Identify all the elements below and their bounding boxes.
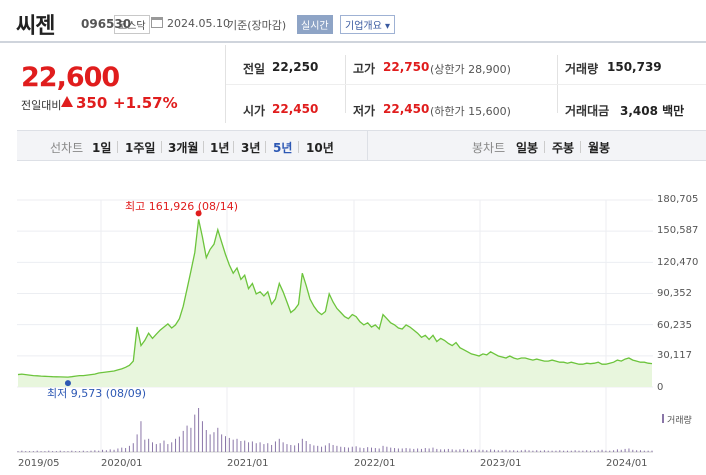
tab-daily[interactable]: 일봉 [516,141,539,155]
y-tick-label: 0 [657,382,664,393]
x-tick-label: 2020/01 [101,458,143,469]
y-tick-label: 150,587 [657,225,699,236]
open-label: 시가 [243,104,266,118]
tab-1d[interactable]: 1일 [92,141,112,155]
candle-chart-label: 봉차트 [472,141,506,155]
tab-monthly[interactable]: 월봉 [588,141,611,155]
y-tick-label: 30,117 [657,350,692,361]
high-value: 22,750 [383,60,430,74]
tab-separator [544,141,545,153]
y-tick-label: 120,470 [657,257,699,268]
calendar-icon [151,17,163,28]
price-chart[interactable] [17,190,653,460]
quote-basis: 기준(장마감) [227,19,287,32]
high-label: 고가 [353,62,376,76]
tab-group-divider [367,131,368,160]
tab-1w[interactable]: 1주일 [125,141,156,155]
realtime-button[interactable]: 실시간 [297,15,333,34]
x-tick-label: 2022/01 [354,458,396,469]
x-tick-label: 2024/01 [606,458,648,469]
tab-separator [265,141,266,153]
quote-date: 2024.05.10 [167,17,230,30]
volume-legend-marker [662,414,664,423]
line-chart-label: 선차트 [50,141,84,155]
tab-separator [161,141,162,153]
low-label: 저가 [353,104,376,118]
current-price: 22,600 [21,62,120,93]
tab-3m[interactable]: 3개월 [168,141,199,155]
tab-10y[interactable]: 10년 [306,141,334,155]
stats-divider [226,84,706,85]
tab-separator [580,141,581,153]
price-series-line [17,219,653,378]
y-tick-label: 60,235 [657,320,692,331]
trade-amount-label: 거래대금 [565,104,610,118]
prev-close-label: 전일 [243,62,266,76]
tab-separator [117,141,118,153]
stock-name: 씨젠 [16,14,55,39]
stock-header [0,0,706,43]
low-value: 22,450 [383,102,430,116]
tab-separator [203,141,204,153]
trade-amount-value: 3,408 백만 [620,104,685,118]
open-value: 22,450 [272,102,319,116]
upper-limit: (상한가 28,900) [430,63,511,76]
up-arrow-icon [61,96,73,107]
tab-5y[interactable]: 5년 [273,141,293,155]
volume-label: 거래량 [565,62,599,76]
y-tick-label: 180,705 [657,194,699,205]
stock-code: 096530 [81,17,132,31]
x-tick-label: 2021/01 [227,458,269,469]
price-change: 350 [76,94,108,112]
lower-limit: (하한가 15,600) [430,105,511,118]
high-annotation: 최고 161,926 (08/14) [125,200,239,213]
tab-separator [233,141,234,153]
market-badge: 코스닥 [114,15,150,34]
company-overview-dropdown[interactable]: 기업개요 ▾ [340,15,395,34]
price-change-rate: +1.57% [113,94,178,112]
prev-close-value: 22,250 [272,60,319,74]
x-tick-label: 2023/01 [480,458,522,469]
change-label: 전일대비 [21,99,62,112]
x-tick-label: 2019/05 [18,458,60,469]
price-panel [0,45,226,123]
volume-value: 150,739 [607,60,662,74]
volume-legend: 거래량 [667,416,692,426]
tab-weekly[interactable]: 주봉 [552,141,575,155]
tab-1y[interactable]: 1년 [210,141,230,155]
tab-separator [298,141,299,153]
y-tick-label: 90,352 [657,288,692,299]
low-marker [64,380,71,387]
tab-3y[interactable]: 3년 [241,141,261,155]
chart-tab-bar: 선차트 1일 1주일 3개월 1년 3년 5년 10년 봉차트 일봉 주봉 월봉 [17,130,706,161]
high-marker [195,210,202,217]
price-area-fill [18,219,652,387]
low-annotation: 최저 9,573 (08/09) [47,387,147,400]
